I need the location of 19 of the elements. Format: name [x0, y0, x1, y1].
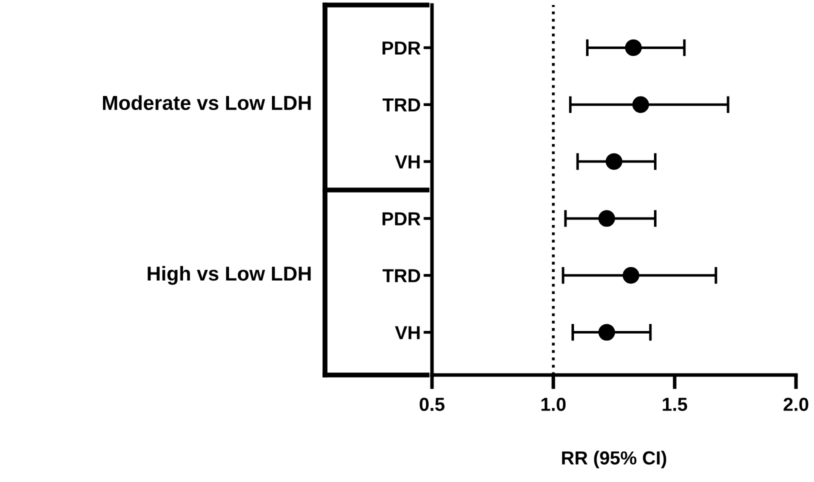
y-tick-label: PDR — [382, 42, 421, 54]
y-tick-label: VH — [394, 326, 420, 340]
x-tick-label: 1.5 — [662, 398, 688, 411]
y-tick-label: VH — [394, 155, 420, 168]
point — [625, 39, 642, 56]
point — [606, 153, 622, 170]
y-tick-label: TRD — [382, 269, 420, 282]
x-axis-title: RR (95% CI) — [562, 450, 666, 468]
point — [598, 324, 616, 341]
x-tick-label: 0.5 — [420, 398, 445, 411]
point — [632, 96, 650, 113]
point — [598, 210, 616, 227]
y-tick-label: TRD — [382, 98, 420, 112]
y-tick-label: PDR — [382, 212, 421, 226]
text: Moderate vs Low LDH — [102, 95, 311, 110]
x-tick-label: 1.0 — [541, 398, 566, 411]
point — [622, 267, 640, 284]
x-tick-label: 2.0 — [784, 398, 808, 411]
text: High vs Low LDH — [148, 266, 311, 285]
